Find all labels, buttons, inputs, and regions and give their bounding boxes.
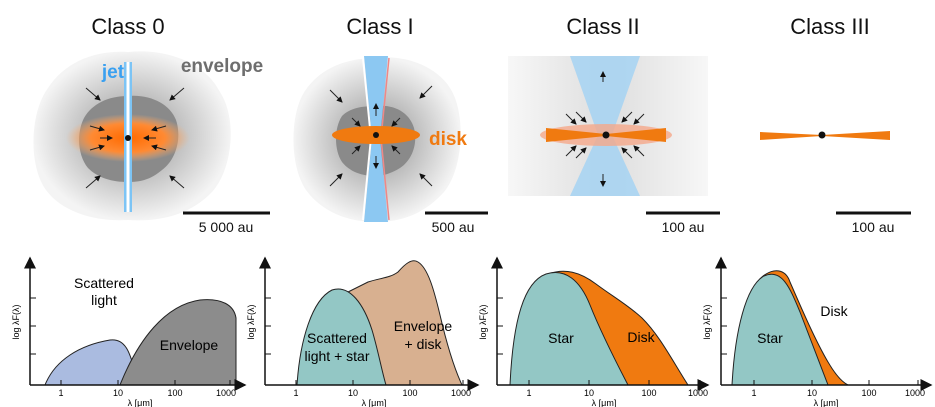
- disk-sed-label: Disk: [627, 329, 655, 345]
- jet-label: jet: [101, 62, 125, 83]
- class-3-title: Class III: [790, 14, 869, 39]
- sed-plot-class-3: 1 10 100 1000 λ [μm] log λF(λ) Star Disk: [702, 256, 933, 407]
- sed-star: [509, 272, 629, 386]
- tick-label: 100: [167, 388, 182, 398]
- sed-scattered-light: [44, 339, 136, 386]
- class-1-title: Class I: [346, 14, 413, 39]
- infall-arrow: [169, 175, 185, 189]
- tick-label: 1: [58, 388, 63, 398]
- class-2-illustration: 100 au: [508, 56, 720, 235]
- scale-label-1: 500 au: [432, 219, 475, 235]
- x-axis-label: λ [μm]: [128, 398, 153, 407]
- infall-arrow: [85, 87, 101, 101]
- x-axis-label: λ [μm]: [362, 398, 387, 407]
- tick-label: 10: [348, 388, 358, 398]
- young-star: [602, 131, 610, 139]
- accretion-arrow: [575, 147, 587, 159]
- class-0-illustration: jet envelope 5 000 au: [33, 51, 270, 235]
- star-sed-label: Star: [757, 330, 783, 346]
- sed-plot-class-1: 1 10 100 1000 λ [μm] log λF(λ) Scattered…: [246, 256, 480, 407]
- scattered-star-label: Scattered: [307, 330, 367, 346]
- tick-label: 100: [861, 388, 876, 398]
- sed-scattered-star: [296, 288, 387, 386]
- infall-arrow: [419, 85, 433, 99]
- accretion-arrow: [633, 145, 645, 157]
- disk-label: disk: [429, 129, 467, 150]
- tick-label: 10: [807, 388, 817, 398]
- scattered-star-label: light + star: [305, 348, 370, 364]
- tick-label: 1: [293, 388, 298, 398]
- sed-star: [731, 273, 829, 386]
- infall-arrow: [329, 173, 343, 187]
- infall-arrow: [351, 117, 361, 127]
- scattered-light-label: Scattered: [74, 275, 134, 291]
- class-3-illustration: 100 au: [760, 131, 911, 235]
- scale-label-2: 100 au: [662, 219, 705, 235]
- accretion-arrow: [621, 111, 633, 123]
- main-sequence-star: [818, 131, 826, 139]
- infall-arrow: [351, 145, 361, 155]
- y-axis-label: log λF(λ): [11, 304, 21, 339]
- scale-label-3: 100 au: [852, 219, 895, 235]
- y-axis-label: log λF(λ): [478, 304, 488, 339]
- infall-arrow: [151, 144, 167, 151]
- sed-plot-class-2: 1 10 100 1000 λ [μm] log λF(λ) Star Disk: [478, 256, 710, 407]
- envelope-sed-label: Envelope: [160, 337, 219, 353]
- envelope-disk-label: Envelope: [394, 318, 453, 334]
- infall-arrow: [391, 145, 401, 155]
- envelope-label: envelope: [181, 56, 263, 77]
- infall-arrow: [85, 175, 101, 189]
- accretion-arrow: [621, 147, 633, 159]
- tick-label: 10: [584, 388, 594, 398]
- accretion-arrow: [633, 113, 645, 125]
- protostar: [373, 132, 379, 138]
- tick-label: 1000: [451, 388, 471, 398]
- accretion-arrow: [565, 145, 577, 157]
- x-axis-label: λ [μm]: [592, 398, 617, 407]
- tick-label: 1: [751, 388, 756, 398]
- class-0-title: Class 0: [91, 14, 164, 39]
- infall-arrow: [419, 173, 433, 187]
- y-axis-label: log λF(λ): [702, 304, 712, 339]
- sed-envelope: [119, 299, 237, 386]
- infall-arrow: [391, 117, 401, 127]
- x-axis-label: λ [μm]: [814, 398, 839, 407]
- tick-label: 100: [402, 388, 417, 398]
- accretion-arrow: [575, 111, 587, 123]
- tick-label: 1000: [688, 388, 708, 398]
- class-1-illustration: disk 500 au: [293, 56, 488, 235]
- envelope-disk-label: + disk: [405, 336, 443, 352]
- disk-sed-label: Disk: [820, 303, 848, 319]
- tick-label: 1000: [905, 388, 925, 398]
- scattered-light-label: light: [91, 292, 117, 308]
- accretion-arrow: [565, 113, 577, 125]
- y-axis-label: log λF(λ): [246, 304, 256, 339]
- infall-arrow: [169, 87, 185, 101]
- class-2-title: Class II: [566, 14, 639, 39]
- tick-label: 100: [641, 388, 656, 398]
- infall-arrow: [89, 144, 105, 151]
- tick-label: 1: [526, 388, 531, 398]
- infall-arrow: [89, 125, 105, 132]
- infall-arrow: [151, 125, 167, 132]
- protostar: [125, 135, 131, 141]
- tick-label: 10: [113, 388, 123, 398]
- sed-plot-class-0: 1 10 100 1000 λ [μm] log λF(λ) Scattered…: [11, 256, 247, 407]
- scale-label-0: 5 000 au: [199, 219, 254, 235]
- infall-arrow: [329, 89, 343, 103]
- star-sed-label: Star: [548, 330, 574, 346]
- tick-label: 1000: [216, 388, 236, 398]
